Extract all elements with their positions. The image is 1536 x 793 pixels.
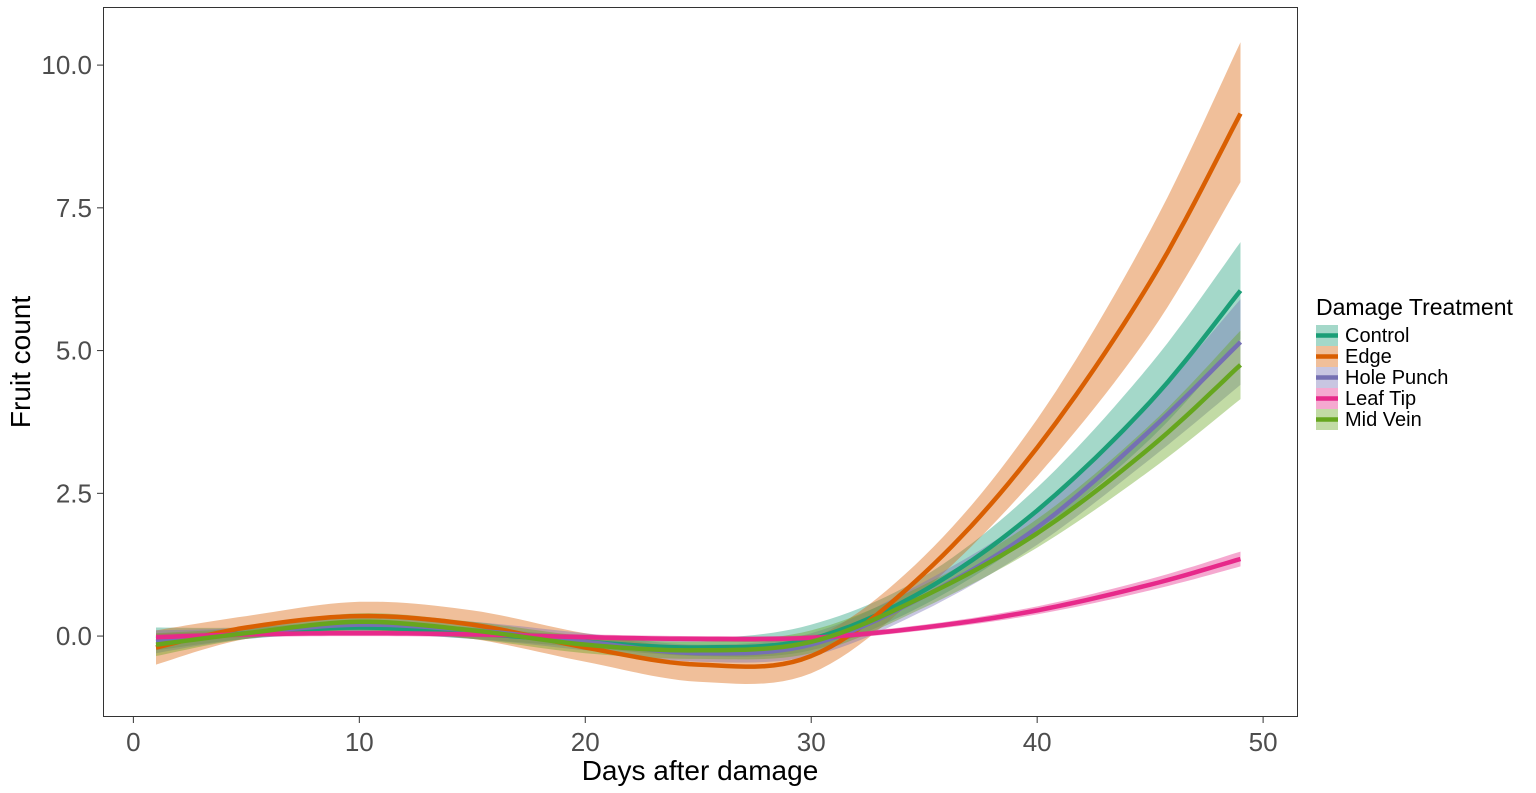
x-tick-label: 40 (1023, 727, 1052, 757)
legend-label-hole-punch: Hole Punch (1345, 367, 1448, 389)
line-edge (155, 112, 1243, 669)
y-axis: 0.0 2.5 5.0 7.5 10.0 (41, 50, 104, 651)
x-axis-title: Days after damage (582, 755, 819, 786)
legend-label-control: Control (1345, 325, 1409, 347)
band-mid-vein (156, 330, 1241, 660)
x-tick-label: 50 (1249, 727, 1278, 757)
legend-label-leaf-tip: Leaf Tip (1345, 388, 1416, 410)
y-tick-label: 2.5 (56, 478, 92, 508)
y-axis-title: Fruit count (5, 296, 36, 428)
line-hole-punch (155, 340, 1243, 656)
x-tick-label: 30 (797, 727, 826, 757)
legend-title: Damage Treatment (1316, 294, 1513, 320)
x-tick-label: 20 (571, 727, 600, 757)
band-edge (156, 42, 1241, 685)
legend-label-mid-vein: Mid Vein (1345, 409, 1422, 431)
y-tick-label: 5.0 (56, 336, 92, 366)
y-tick-label: 10.0 (41, 50, 92, 80)
band-control (156, 242, 1241, 657)
trend-lines (155, 112, 1243, 669)
legend-label-edge: Edge (1345, 346, 1392, 368)
line-mid-vein (155, 363, 1243, 653)
x-axis: 0 10 20 30 40 50 (126, 716, 1278, 757)
x-tick-label: 10 (345, 727, 374, 757)
y-tick-label: 7.5 (56, 193, 92, 223)
line-leaf-tip (155, 556, 1242, 642)
y-tick-label: 0.0 (56, 621, 92, 651)
x-tick-label: 0 (126, 727, 140, 757)
